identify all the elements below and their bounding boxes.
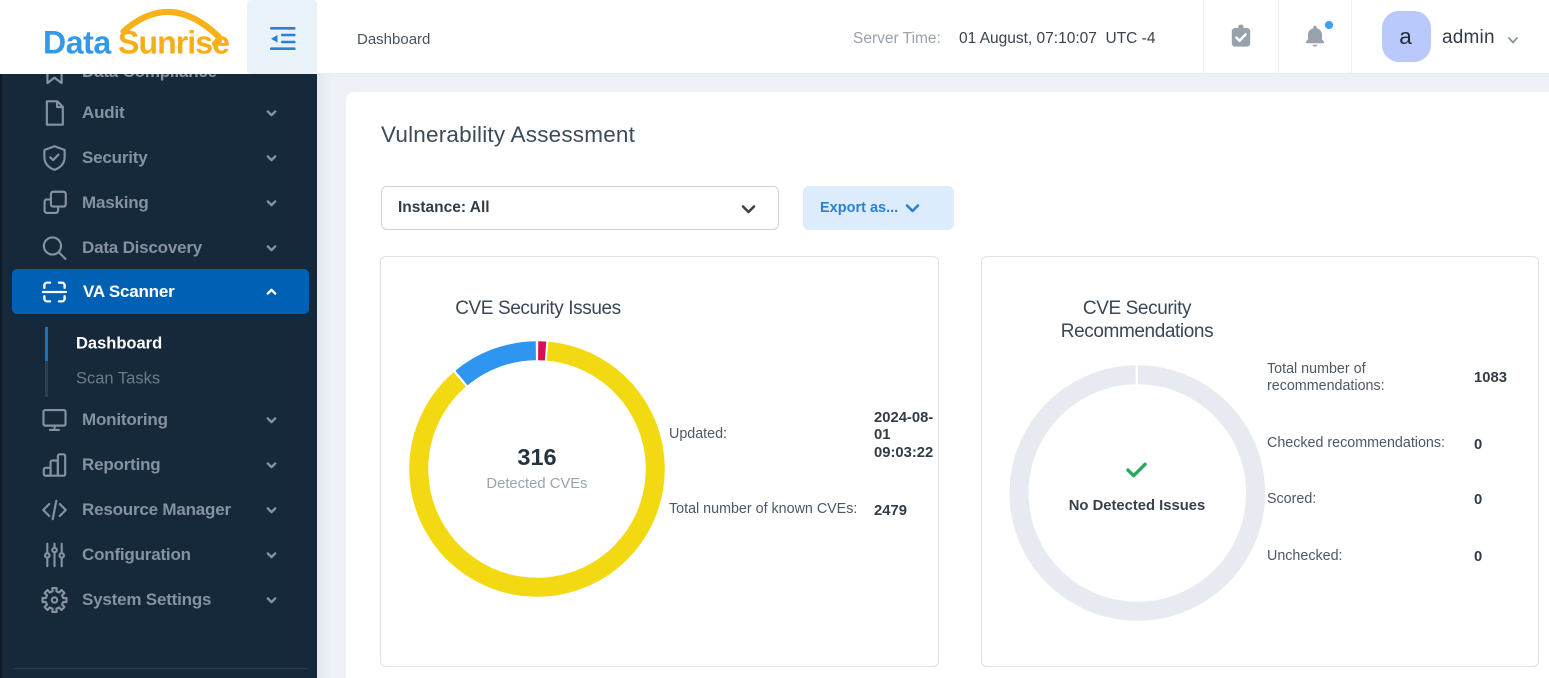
svg-text:Data: Data xyxy=(43,25,111,61)
